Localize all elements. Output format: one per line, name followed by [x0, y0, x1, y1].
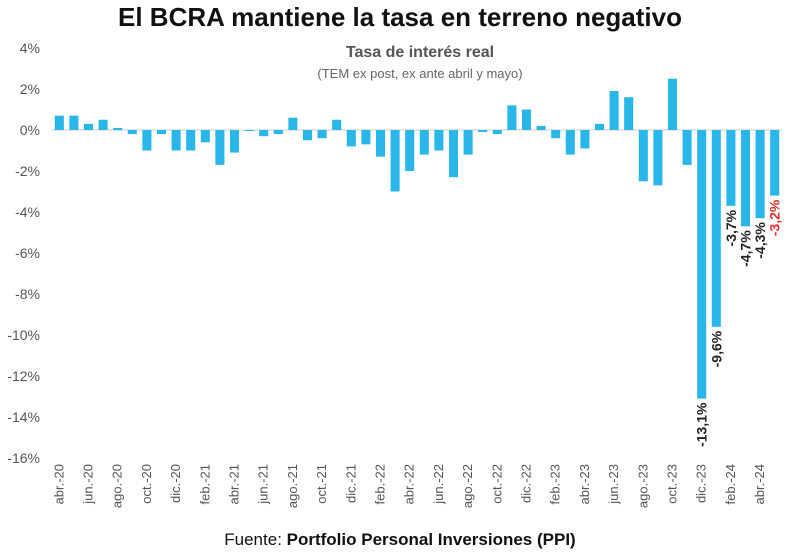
data-label: -13,1%: [694, 402, 710, 447]
bar-feb.-23: [551, 130, 561, 139]
x-tick-label: abr.-24: [752, 464, 767, 504]
data-label: -3,7%: [723, 209, 739, 246]
bar-jul.-22: [448, 130, 459, 178]
x-tick-label: ago.-20: [110, 464, 125, 508]
bar-ago.-20: [113, 127, 123, 130]
bar-feb.-22: [375, 130, 386, 157]
bar-dic.-21: [346, 130, 356, 147]
x-tick-label: feb.-21: [197, 464, 212, 504]
bar-jul.-20: [98, 119, 108, 130]
bar-mar.-24: [740, 130, 751, 227]
bar-jun.-21: [259, 130, 269, 137]
source-name: Portfolio Personal Inversiones (PPI): [286, 530, 576, 549]
data-label: -4,7%: [738, 230, 754, 267]
x-tick-label: oct.-21: [314, 464, 329, 504]
y-tick-label: -16%: [7, 450, 40, 466]
x-tick-label: jun.-22: [431, 464, 446, 505]
y-tick-label: 2%: [20, 81, 40, 97]
bar-oct.-20: [142, 130, 152, 151]
data-label: -9,6%: [708, 330, 724, 367]
y-tick-label: -14%: [7, 409, 40, 425]
bar-abr.-20: [54, 115, 64, 130]
x-tick-label: oct.-23: [665, 464, 680, 504]
bar-jun.-20: [83, 123, 94, 130]
x-tick-label: abr.-21: [227, 464, 242, 504]
y-tick-label: -12%: [7, 368, 40, 384]
bar-feb.-21: [200, 130, 210, 143]
data-label: -3,2%: [767, 199, 783, 236]
bar-may.-22: [419, 130, 429, 155]
bar-abr.-23: [580, 130, 590, 149]
bar-ene.-24: [711, 130, 721, 327]
bar-nov.-20: [156, 130, 167, 135]
x-tick-label: feb.-23: [548, 464, 563, 504]
y-tick-label: -2%: [15, 163, 40, 179]
bar-feb.-24: [726, 130, 736, 206]
bar-sep.-20: [127, 130, 137, 135]
bar-nov.-22: [507, 105, 517, 130]
bar-oct.-23: [667, 78, 678, 130]
bar-may.-23: [594, 123, 605, 130]
x-tick-label: oct.-22: [489, 464, 504, 504]
bar-abr.-24: [755, 130, 765, 219]
y-tick-label: -4%: [15, 204, 40, 220]
x-tick-label: feb.-22: [373, 464, 388, 504]
bar-mar.-23: [565, 130, 575, 155]
bar-dic.-20: [171, 130, 181, 151]
y-tick-label: -8%: [15, 286, 40, 302]
bar-sep.-22: [478, 130, 488, 133]
bar-ene.-21: [186, 130, 196, 151]
bar-may.-20: [69, 115, 79, 130]
x-tick-label: abr.-22: [402, 464, 417, 504]
bar-ago.-21: [288, 117, 298, 130]
x-tick-label: ago.-22: [460, 464, 475, 508]
y-tick-label: -6%: [15, 245, 40, 261]
bar-sep.-21: [302, 130, 313, 141]
bar-oct.-21: [317, 130, 327, 139]
bar-dic.-22: [521, 109, 532, 130]
x-tick-label: dic.-20: [168, 464, 183, 503]
bar-ago.-22: [463, 130, 473, 155]
chart-note: (TEM ex post, ex ante abril y mayo): [317, 66, 523, 81]
bar-mar.-22: [390, 130, 400, 192]
bar-may.-24: [770, 130, 780, 196]
x-tick-label: abr.-20: [51, 464, 66, 504]
bar-jun.-22: [434, 130, 444, 151]
x-tick-label: ago.-21: [285, 464, 300, 508]
bar-jun.-23: [609, 91, 619, 130]
x-tick-label: abr.-23: [577, 464, 592, 504]
bar-may.-21: [244, 130, 254, 131]
bar-ene.-23: [536, 125, 546, 130]
chart-title: El BCRA mantiene la tasa en terreno nega…: [118, 2, 682, 32]
bar-ene.-22: [361, 130, 371, 145]
x-tick-label: feb.-24: [723, 464, 738, 504]
source-prefix: Fuente:: [224, 530, 287, 549]
chart-subtitle: Tasa de interés real: [345, 44, 495, 61]
bar-dic.-23: [697, 130, 707, 399]
bar-jul.-23: [624, 97, 634, 130]
bar-nov.-23: [682, 130, 692, 165]
x-tick-label: dic.-23: [694, 464, 709, 503]
x-tick-label: ago.-23: [635, 464, 650, 508]
x-tick-label: dic.-21: [343, 464, 358, 503]
x-tick-label: oct.-20: [139, 464, 154, 504]
bar-nov.-21: [332, 119, 342, 130]
x-tick-label: jun.-23: [606, 464, 621, 505]
y-tick-label: 0%: [20, 122, 40, 138]
bar-mar.-21: [215, 130, 225, 165]
y-tick-label: -10%: [7, 327, 40, 343]
x-tick-label: dic.-22: [519, 464, 534, 503]
bar-abr.-22: [405, 130, 415, 171]
y-tick-label: 4%: [20, 40, 40, 56]
data-label: -4,3%: [752, 222, 768, 259]
x-tick-label: jun.-20: [81, 464, 96, 505]
bar-sep.-23: [653, 130, 663, 186]
bar-abr.-21: [229, 130, 240, 153]
bar-ago.-23: [638, 130, 648, 182]
bar-oct.-22: [492, 130, 502, 135]
bar-jul.-21: [273, 130, 283, 135]
source-footer: Fuente: Portfolio Personal Inversiones (…: [0, 530, 800, 550]
x-tick-label: jun.-21: [256, 464, 271, 505]
